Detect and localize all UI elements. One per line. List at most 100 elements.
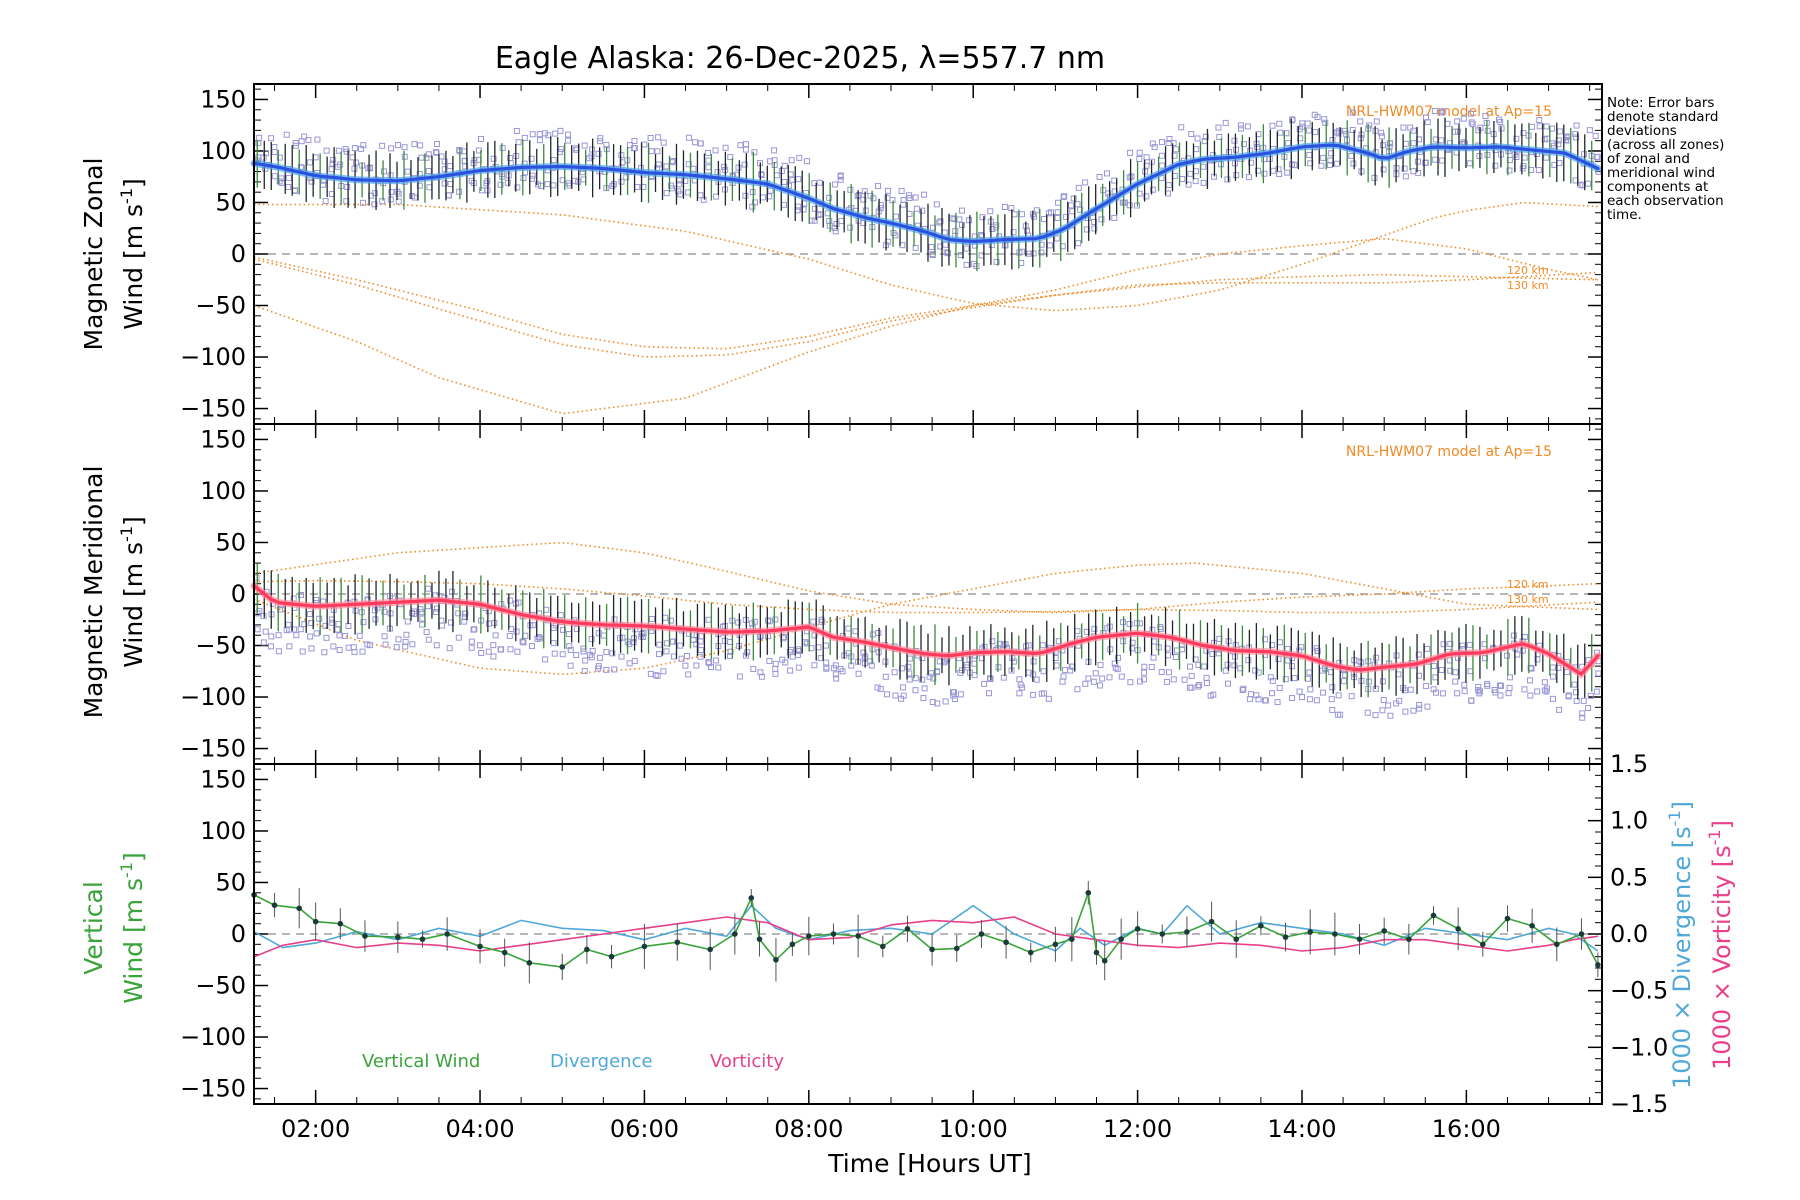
raw-sample — [1170, 676, 1177, 683]
raw-sample — [441, 158, 448, 165]
raw-sample — [522, 632, 529, 639]
vertical-wind-point — [559, 964, 566, 970]
raw-sample — [1513, 135, 1520, 142]
raw-sample — [1247, 691, 1254, 698]
raw-sample — [542, 656, 549, 663]
raw-sample — [832, 181, 839, 188]
raw-sample — [1098, 216, 1105, 223]
raw-sample — [330, 156, 337, 163]
raw-sample — [1298, 694, 1305, 701]
raw-sample — [1041, 216, 1048, 223]
raw-sample — [559, 651, 566, 658]
raw-sample — [1348, 693, 1355, 700]
raw-sample — [528, 155, 535, 162]
raw-sample — [1432, 156, 1439, 163]
raw-sample — [1497, 682, 1504, 689]
raw-sample — [1407, 686, 1414, 693]
raw-sample — [1091, 218, 1098, 225]
raw-sample — [551, 650, 558, 657]
raw-sample — [787, 171, 794, 178]
raw-sample — [1159, 162, 1166, 169]
x-tick-label: 12:00 — [1103, 1115, 1172, 1143]
raw-sample — [506, 632, 513, 639]
vertical-wind-point — [748, 895, 755, 901]
legend-vertical-wind: Vertical Wind — [362, 1051, 480, 1072]
raw-sample — [1001, 204, 1008, 211]
raw-sample — [515, 139, 522, 146]
raw-sample — [1415, 651, 1422, 658]
raw-sample — [811, 205, 818, 212]
raw-sample — [1454, 118, 1461, 125]
raw-sample — [536, 137, 543, 144]
raw-sample — [1321, 116, 1328, 123]
raw-sample — [271, 173, 278, 180]
raw-sample — [1289, 695, 1296, 702]
raw-sample — [700, 196, 707, 203]
raw-sample — [1150, 654, 1157, 661]
raw-sample — [1466, 641, 1473, 648]
raw-sample — [1192, 178, 1199, 185]
raw-sample — [1467, 110, 1474, 117]
vertical-wind-point — [1118, 936, 1124, 942]
raw-sample — [1348, 152, 1355, 159]
vertical-wind-point — [1027, 949, 1034, 956]
raw-sample — [1143, 193, 1150, 200]
raw-sample — [1423, 683, 1430, 690]
raw-sample — [1492, 162, 1499, 169]
raw-sample — [823, 664, 830, 671]
raw-sample — [513, 127, 520, 134]
note-line: components at — [1607, 179, 1708, 195]
raw-sample — [1329, 706, 1336, 713]
raw-sample — [685, 161, 692, 168]
vertical-wind-point — [1455, 926, 1461, 932]
raw-sample — [685, 134, 692, 141]
raw-sample — [1276, 639, 1283, 646]
raw-sample — [926, 673, 933, 680]
raw-sample — [335, 621, 342, 628]
raw-sample — [721, 163, 728, 170]
raw-sample — [1074, 686, 1081, 693]
raw-sample — [1172, 654, 1179, 661]
raw-sample — [297, 626, 304, 633]
raw-sample — [1424, 703, 1431, 710]
raw-sample — [1187, 663, 1194, 670]
vertical-wind-point — [756, 936, 763, 942]
y-tick-label: 0 — [231, 580, 246, 608]
raw-sample — [1364, 709, 1371, 716]
raw-sample — [883, 691, 890, 698]
raw-sample — [1276, 171, 1283, 178]
x-axis-label: Time [Hours UT] — [827, 1149, 1031, 1178]
raw-sample — [1254, 144, 1261, 151]
raw-sample — [1320, 154, 1327, 161]
raw-sample — [381, 633, 388, 640]
raw-sample — [1188, 131, 1195, 138]
raw-sample — [1432, 674, 1439, 681]
raw-sample — [286, 643, 293, 650]
raw-sample — [1096, 173, 1103, 180]
raw-sample — [581, 142, 588, 149]
raw-sample — [468, 638, 475, 645]
vertical-wind-point — [1504, 915, 1511, 922]
raw-sample — [1277, 129, 1284, 136]
raw-sample — [418, 154, 425, 161]
raw-sample — [342, 632, 349, 639]
raw-sample — [417, 142, 424, 149]
raw-sample — [379, 198, 386, 205]
raw-sample — [293, 632, 300, 639]
vertical-wind-point — [501, 949, 508, 956]
raw-sample — [388, 189, 395, 196]
raw-sample — [705, 164, 712, 171]
raw-sample — [1440, 641, 1447, 648]
raw-sample — [1380, 166, 1387, 173]
raw-sample — [795, 664, 802, 671]
vertical-wind-point — [1595, 962, 1601, 968]
raw-sample — [371, 190, 378, 197]
raw-sample — [425, 585, 432, 592]
vertical-wind-point — [1101, 957, 1108, 964]
raw-sample — [892, 692, 899, 699]
raw-sample — [1246, 696, 1253, 703]
raw-sample — [350, 644, 357, 651]
raw-sample — [1136, 149, 1143, 156]
raw-sample — [1157, 624, 1164, 631]
vertical-wind-point — [1208, 918, 1215, 925]
